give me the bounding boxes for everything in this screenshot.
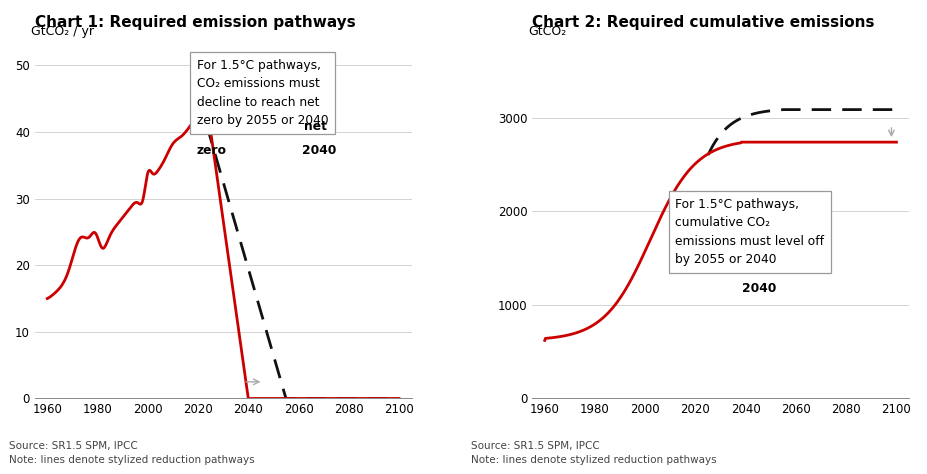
Text: For 1.5°C pathways,
CO₂ emissions must
decline to reach net
zero by 2055 or 2040: For 1.5°C pathways, CO₂ emissions must d… [197,59,328,128]
Text: GtCO₂: GtCO₂ [527,25,566,38]
Text: 2040: 2040 [742,283,776,295]
Text: Chart 1: Required emission pathways: Chart 1: Required emission pathways [34,15,355,30]
Text: Source: SR1.5 SPM, IPCC
Note: lines denote stylized reduction pathways: Source: SR1.5 SPM, IPCC Note: lines deno… [9,441,255,465]
Text: 2040: 2040 [301,144,336,157]
Text: net: net [304,119,326,133]
Text: For 1.5°C pathways,
cumulative CO₂
emissions must level off
by 2055 or 2040: For 1.5°C pathways, cumulative CO₂ emiss… [675,198,823,266]
Text: GtCO₂ / yr: GtCO₂ / yr [31,25,94,38]
Text: Source: SR1.5 SPM, IPCC
Note: lines denote stylized reduction pathways: Source: SR1.5 SPM, IPCC Note: lines deno… [471,441,717,465]
Text: zero: zero [197,144,226,157]
Text: Chart 2: Required cumulative emissions: Chart 2: Required cumulative emissions [531,15,874,30]
